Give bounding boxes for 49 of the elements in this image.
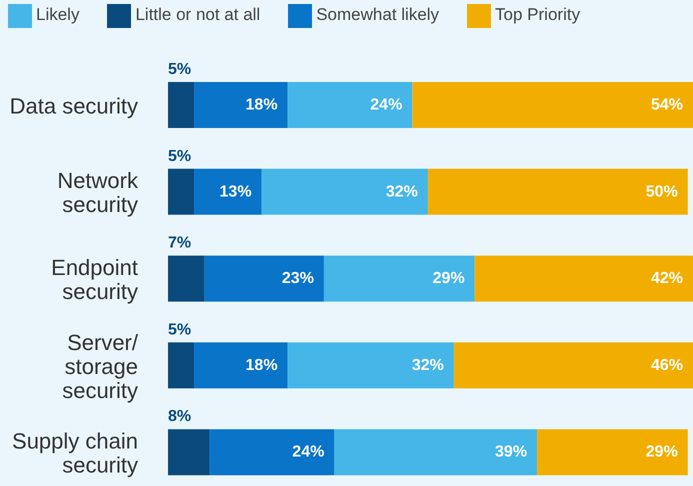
bar: [262, 168, 428, 215]
data-label: 5%: [168, 148, 192, 165]
bar: [454, 342, 693, 388]
data-label: 50%: [646, 183, 678, 200]
data-label: 5%: [168, 61, 192, 78]
data-label: 24%: [292, 444, 324, 461]
bar: [168, 256, 204, 302]
data-label: 54%: [650, 96, 683, 114]
bar: [194, 342, 288, 388]
bar: [210, 429, 334, 476]
bar: [168, 82, 194, 128]
bar: [194, 168, 262, 215]
y-tick-label: Endpoint security: [51, 254, 138, 304]
bar: [537, 429, 688, 476]
legend-label: Little or not at all: [135, 5, 260, 24]
data-label: 39%: [495, 444, 528, 461]
legend-label: Top Priority: [495, 5, 580, 24]
y-tick-label: Data security: [10, 92, 138, 118]
bar: [168, 168, 194, 215]
data-label: 46%: [650, 356, 683, 374]
data-label: 42%: [650, 270, 683, 288]
data-label: 5%: [168, 321, 192, 338]
y-tick-label: Network security: [57, 168, 139, 217]
bar: [204, 256, 324, 302]
legend-label: Likely: [36, 5, 80, 24]
bar: [168, 342, 194, 388]
y-tick-label: Server/storage security: [62, 329, 139, 402]
y-tick-label: Supply chain security: [12, 428, 138, 478]
data-label: 7%: [168, 234, 192, 252]
data-label: 32%: [412, 356, 444, 374]
data-label: 24%: [370, 96, 402, 114]
bar: [288, 82, 412, 128]
data-label: 23%: [282, 270, 314, 288]
bar: [428, 168, 688, 215]
bar: [412, 82, 693, 128]
data-label: 29%: [646, 444, 678, 461]
bar: [474, 256, 693, 302]
data-label: 32%: [386, 183, 418, 200]
bar: [324, 256, 475, 302]
legend-label: Somewhat likely: [316, 5, 440, 24]
data-label: 13%: [220, 183, 252, 200]
bar: [288, 342, 454, 388]
data-label: 8%: [168, 408, 192, 426]
bar: [168, 429, 210, 476]
data-label: 18%: [246, 356, 278, 374]
bar: [334, 429, 538, 476]
data-label: 29%: [432, 270, 465, 288]
data-label: 18%: [246, 96, 278, 114]
bar: [194, 82, 288, 128]
